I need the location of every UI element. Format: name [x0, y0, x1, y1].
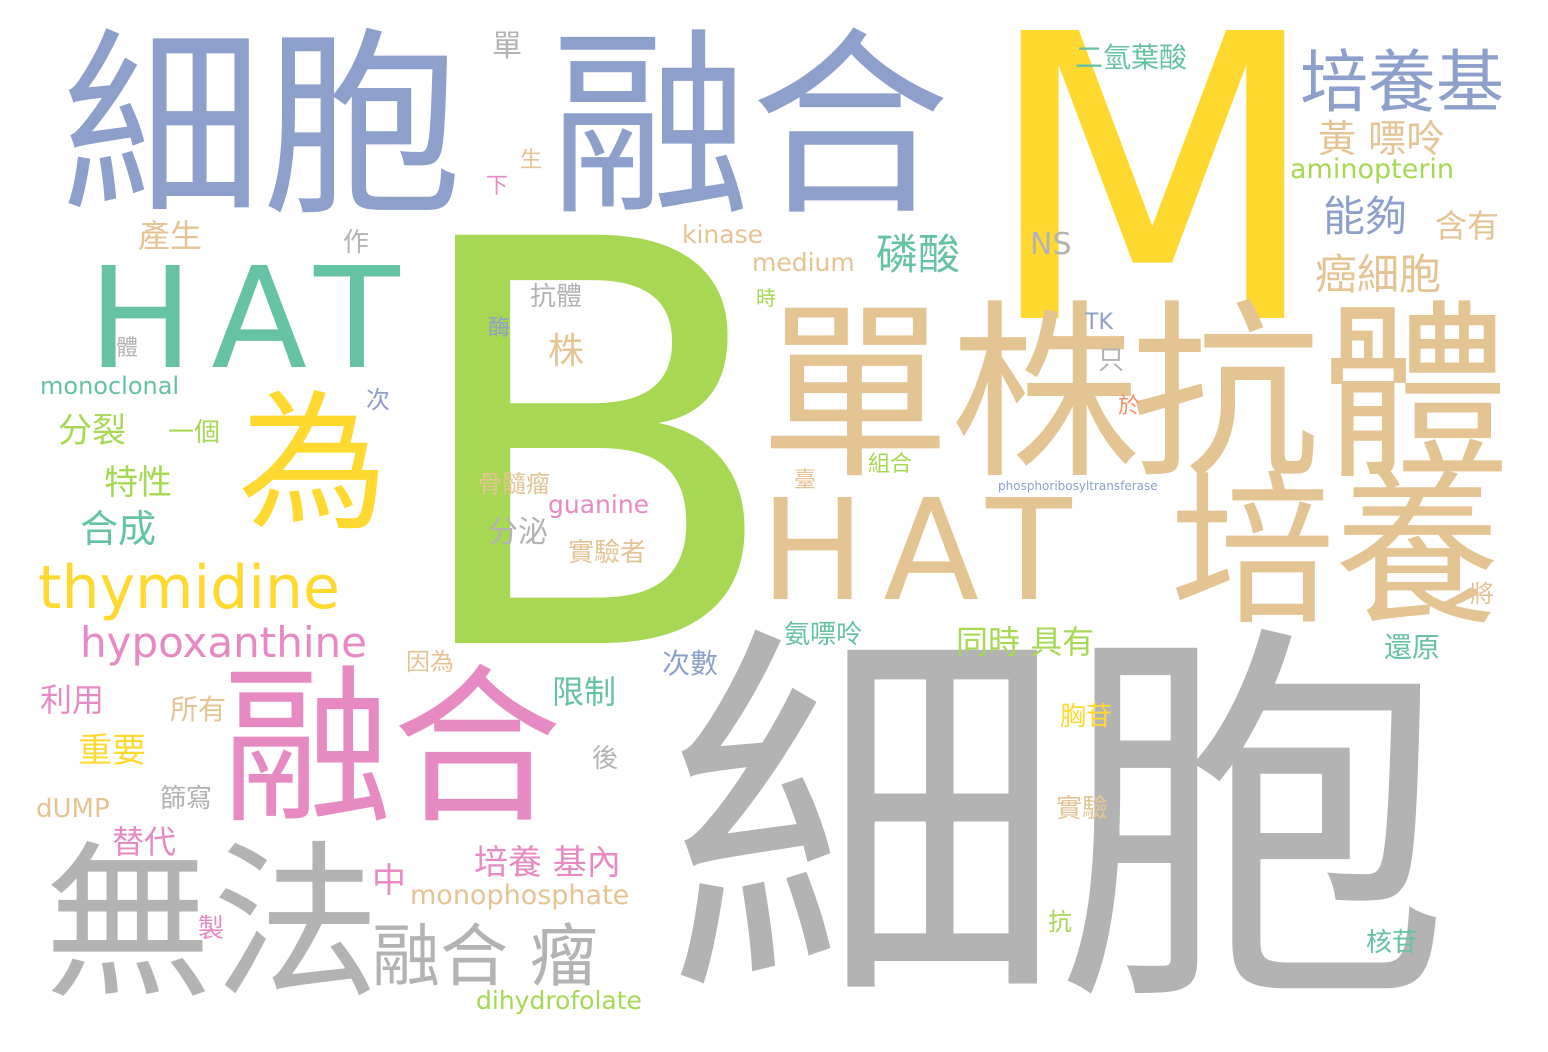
word-dan: 單 — [492, 29, 522, 64]
word-hypoxanthine: hypoxanthine — [80, 618, 367, 667]
word-wufa: 無法 — [44, 826, 380, 1022]
word-kangti: 抗體 — [1130, 284, 1511, 505]
word-anpiaoling: 氨嘌呤 — [784, 620, 863, 650]
word-ci: 次 — [366, 386, 390, 414]
word-huanyuan: 還原 — [1384, 631, 1441, 664]
word-hecheng: 合成 — [80, 507, 157, 551]
word-mei: 酶 — [488, 316, 511, 341]
word-liyong: 利用 — [40, 681, 105, 719]
word-shiyanzhe: 實驗者 — [568, 538, 647, 568]
word-ti: 體 — [116, 336, 139, 361]
word-shaixie: 篩寫 — [160, 784, 213, 814]
word-suoyou: 所有 — [170, 693, 227, 726]
word-gusuiliu: 骨髓瘤 — [478, 470, 550, 498]
word-tongshi-juyou: 同時 具有 — [956, 623, 1095, 661]
word-jiang: 將 — [1470, 580, 1494, 608]
word-monophosphate: monophosphate — [410, 880, 630, 911]
word-m: M — [982, 0, 1323, 412]
word-phosphoribosyltransferase: phosphoribosyltransferase — [998, 479, 1158, 493]
word-yinwei: 因為 — [406, 648, 454, 676]
word-chansheng: 產生 — [138, 217, 203, 255]
word-zhi-make: 製 — [198, 914, 225, 944]
word-kinase: kinase — [682, 220, 763, 249]
word-ronghe-pink: 融合 — [222, 650, 563, 848]
word-shi: 時 — [756, 286, 776, 310]
word-medium: medium — [752, 248, 855, 277]
word-linsuan: 磷酸 — [876, 230, 961, 279]
word-zhong: 中 — [372, 861, 406, 901]
word-xia: 下 — [486, 174, 509, 199]
word-tai: 臺 — [794, 468, 817, 493]
word-ns: NS — [1030, 227, 1072, 262]
word-wei: 為 — [238, 378, 389, 552]
word-hat-left: HAT — [88, 238, 418, 401]
word-cishu: 次數 — [662, 647, 719, 680]
word-yige: 一個 — [168, 418, 221, 448]
word-peiyang: 培養 — [1170, 456, 1500, 648]
word-guanine: guanine — [548, 490, 650, 519]
word-dump: dUMP — [36, 794, 110, 824]
word-kang: 抗 — [1048, 908, 1072, 936]
word-aixibao: 癌細胞 — [1315, 250, 1442, 299]
word-zuo: 作 — [343, 228, 370, 258]
word-hat-right: HAT — [760, 470, 1090, 633]
word-hegan: 核苷 — [1366, 928, 1419, 958]
word-xibao-top: 細胞 — [62, 11, 463, 244]
word-hou: 後 — [592, 744, 619, 774]
word-erqingyesuan: 二氫葉酸 — [1075, 41, 1188, 74]
word-ronghe-liu: 融合 瘤 — [372, 918, 598, 997]
word-texing: 特性 — [104, 463, 172, 503]
word-monoclonal: monoclonal — [40, 372, 180, 400]
word-aminopterin: aminopterin — [1290, 154, 1455, 185]
word-zhongyao: 重要 — [78, 731, 146, 771]
word-thymidine: thymidine — [38, 553, 340, 623]
word-hanyou: 含有 — [1435, 207, 1500, 245]
word-xibao-large: 細胞 — [668, 595, 1450, 1052]
word-b: B — [400, 124, 785, 776]
word-xiongqi: 胸苷 — [1060, 702, 1113, 732]
word-peiyangji: 培養基 — [1300, 44, 1505, 123]
word-fenlie: 分裂 — [58, 411, 126, 451]
word-peiyang-jinei: 培養 基內 — [474, 843, 621, 883]
word-kangti-small: 抗體 — [530, 282, 583, 312]
word-sheng: 生 — [520, 148, 543, 173]
word-zhu: 株 — [548, 331, 585, 372]
word-fenmi: 分泌 — [488, 515, 548, 550]
word-xianzhi: 限制 — [552, 673, 617, 711]
word-tk: TK — [1085, 310, 1113, 335]
word-zuhe: 組合 — [868, 452, 913, 477]
word-nenggou: 能夠 — [1323, 192, 1408, 241]
word-tidai: 替代 — [112, 823, 177, 861]
word-ronghe-top: 融合 — [550, 11, 951, 244]
word-yu: 於 — [1118, 394, 1141, 419]
word-shiyan: 實驗 — [1056, 794, 1109, 824]
word-danzhu: 單株 — [760, 284, 1141, 505]
word-huangpiaoling: 黃 嘌呤 — [1318, 117, 1445, 161]
word-dihydrofolate: dihydrofolate — [476, 986, 642, 1015]
word-zhi: 只 — [1098, 346, 1125, 376]
